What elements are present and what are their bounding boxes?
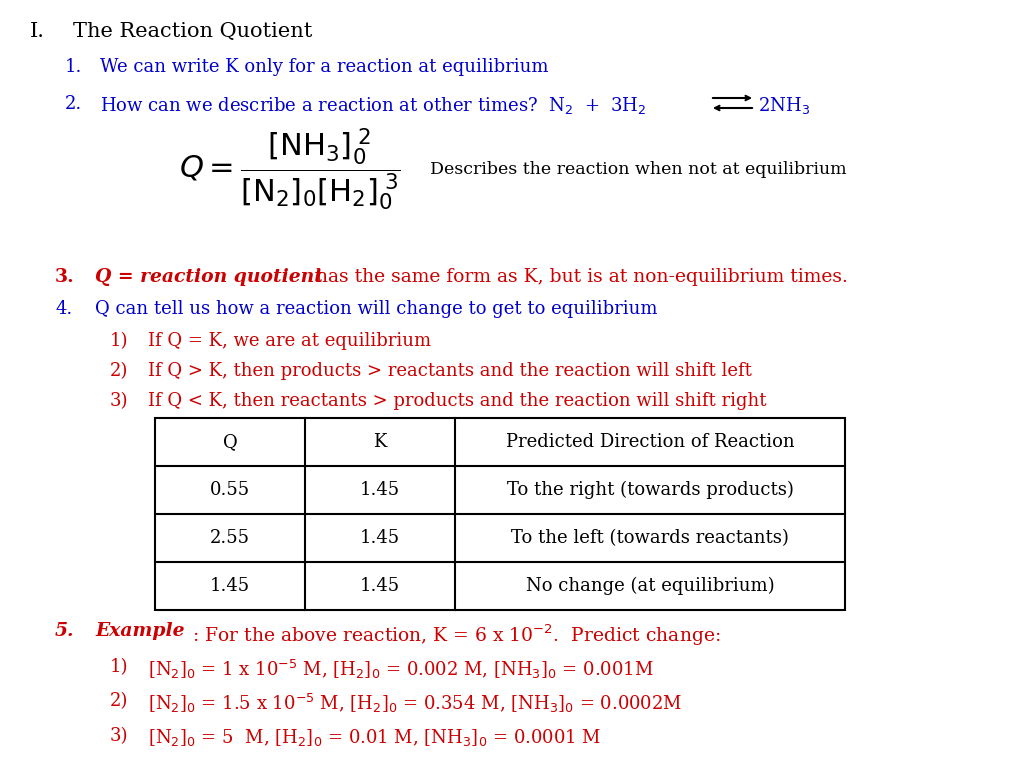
Text: 2NH$_3$: 2NH$_3$ [758, 95, 810, 116]
Text: Q: Q [222, 433, 238, 451]
Text: How can we describe a reaction at other times?  N$_2$  +  3H$_2$: How can we describe a reaction at other … [100, 95, 646, 116]
Text: Predicted Direction of Reaction: Predicted Direction of Reaction [506, 433, 795, 451]
Text: If Q < K, then reactants > products and the reaction will shift right: If Q < K, then reactants > products and … [148, 392, 767, 410]
Text: [N$_2$]$_0$ = 1.5 x 10$^{-5}$ M, [H$_2$]$_0$ = 0.354 M, [NH$_3$]$_0$ = 0.0002M: [N$_2$]$_0$ = 1.5 x 10$^{-5}$ M, [H$_2$]… [148, 692, 682, 715]
Text: 4.: 4. [55, 300, 73, 318]
Bar [155, 418, 845, 610]
Text: Q can tell us how a reaction will change to get to equilibrium: Q can tell us how a reaction will change… [95, 300, 657, 318]
Text: 3): 3) [110, 392, 128, 410]
Text: We can write K only for a reaction at equilibrium: We can write K only for a reaction at eq… [100, 58, 549, 76]
Text: Describes the reaction when not at equilibrium: Describes the reaction when not at equil… [430, 161, 847, 178]
Text: To the left (towards reactants): To the left (towards reactants) [511, 529, 788, 547]
Text: 2.: 2. [65, 95, 82, 113]
Text: 5.: 5. [55, 622, 75, 640]
Text: To the right (towards products): To the right (towards products) [507, 481, 794, 499]
Text: 0.55: 0.55 [210, 481, 250, 499]
Text: 1.: 1. [65, 58, 82, 76]
Text: $Q = \dfrac{[\mathrm{NH_3}]_0^{\;2}}{[\mathrm{N_2}]_0[\mathrm{H_2}]_0^{\;3}}$: $Q = \dfrac{[\mathrm{NH_3}]_0^{\;2}}{[\m… [179, 127, 400, 214]
Text: 1.45: 1.45 [360, 577, 400, 595]
Text: If Q = K, we are at equilibrium: If Q = K, we are at equilibrium [148, 332, 431, 350]
Text: 1.45: 1.45 [210, 577, 250, 595]
Text: Q = reaction quotient: Q = reaction quotient [95, 268, 323, 286]
Text: 1.45: 1.45 [360, 481, 400, 499]
Text: 2): 2) [110, 362, 128, 380]
Text: If Q > K, then products > reactants and the reaction will shift left: If Q > K, then products > reactants and … [148, 362, 752, 380]
Text: 2): 2) [110, 692, 128, 710]
Text: 2.55: 2.55 [210, 529, 250, 547]
Text: [N$_2$]$_0$ = 5  M, [H$_2$]$_0$ = 0.01 M, [NH$_3$]$_0$ = 0.0001 M: [N$_2$]$_0$ = 5 M, [H$_2$]$_0$ = 0.01 M,… [148, 727, 601, 748]
Text: 1.45: 1.45 [360, 529, 400, 547]
Text: No change (at equilibrium): No change (at equilibrium) [525, 577, 774, 595]
Text: 1): 1) [110, 332, 128, 350]
Text: : For the above reaction, K = 6 x 10$^{-2}$.  Predict change:: : For the above reaction, K = 6 x 10$^{-… [193, 622, 721, 647]
Text: 3): 3) [110, 727, 128, 745]
Text: The Reaction Quotient: The Reaction Quotient [73, 22, 312, 41]
Text: Example: Example [95, 622, 184, 640]
Text: I.: I. [30, 22, 45, 41]
Text: has the same form as K, but is at non-equilibrium times.: has the same form as K, but is at non-eq… [310, 268, 848, 286]
Text: 3.: 3. [55, 268, 75, 286]
Text: [N$_2$]$_0$ = 1 x 10$^{-5}$ M, [H$_2$]$_0$ = 0.002 M, [NH$_3$]$_0$ = 0.001M: [N$_2$]$_0$ = 1 x 10$^{-5}$ M, [H$_2$]$_… [148, 658, 653, 681]
Text: 1): 1) [110, 658, 128, 676]
Text: K: K [374, 433, 387, 451]
